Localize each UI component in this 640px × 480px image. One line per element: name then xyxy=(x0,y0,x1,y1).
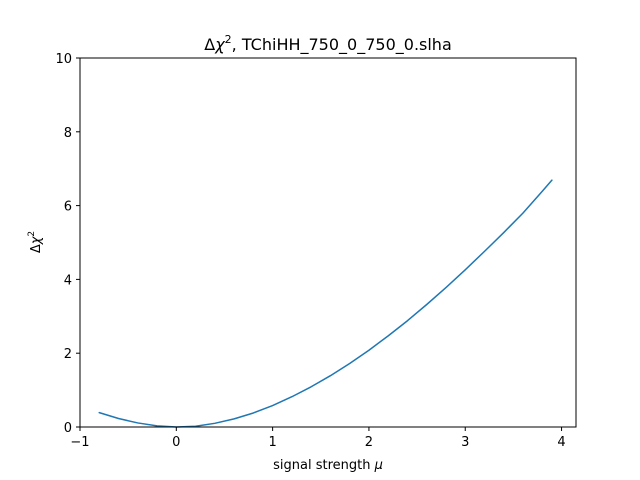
y-tick-label: 8 xyxy=(64,126,72,141)
y-tick-label: 0 xyxy=(64,421,72,436)
chart-title: Δχ2, TChiHH_750_0_750_0.slha xyxy=(204,33,452,55)
y-axis: 0 2 4 6 8 10 xyxy=(55,52,80,436)
y-tick-label: 4 xyxy=(64,273,72,288)
x-tick-label: 2 xyxy=(365,435,373,450)
y-tick-label: 2 xyxy=(64,347,72,362)
plot-frame xyxy=(79,57,577,428)
x-axis: −1 0 1 2 3 4 xyxy=(70,427,566,450)
x-tick-label: 1 xyxy=(268,435,276,450)
x-tick-label: 4 xyxy=(557,435,565,450)
y-tick-label: 6 xyxy=(64,200,72,215)
x-tick-label: 3 xyxy=(461,435,469,450)
x-tick-label: 0 xyxy=(172,435,180,450)
y-tick-label: 10 xyxy=(55,52,72,67)
x-tick-label: −1 xyxy=(70,435,89,450)
x-axis-label: signal strength μ xyxy=(273,458,383,473)
y-axis-label: Δχ2 xyxy=(27,231,44,253)
